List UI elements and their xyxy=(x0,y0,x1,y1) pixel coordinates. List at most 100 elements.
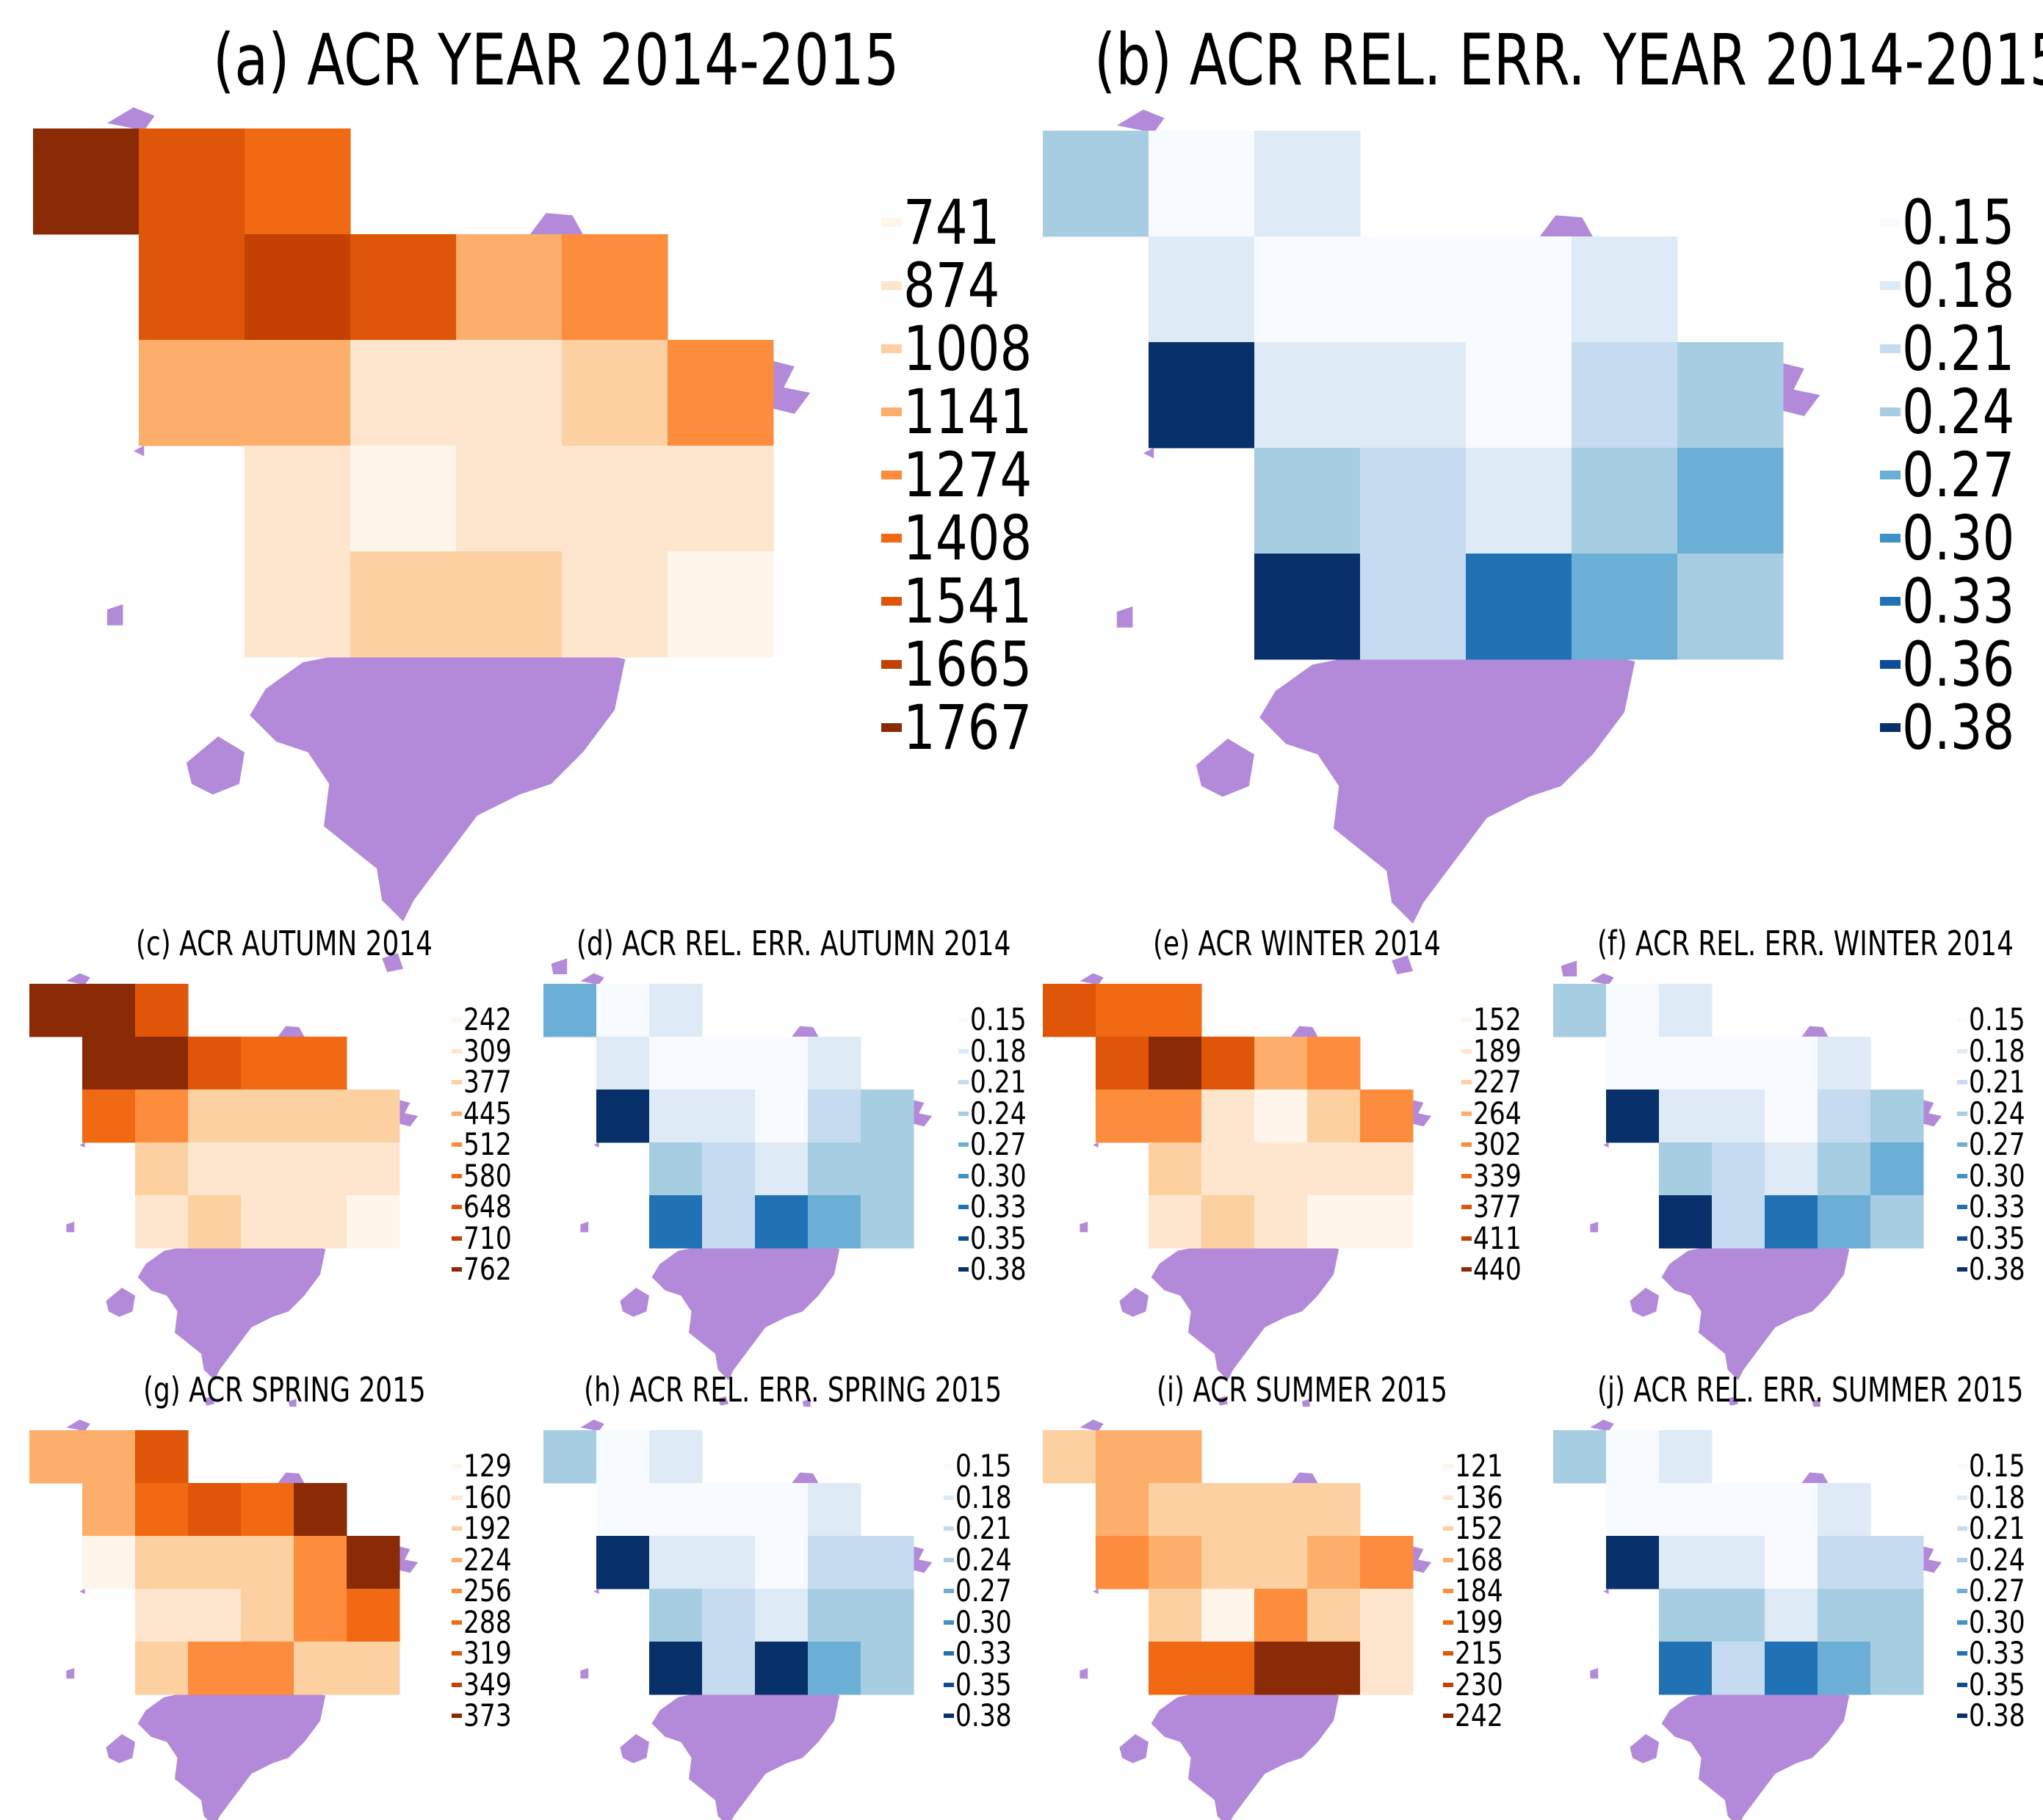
legend-item: 189 xyxy=(1461,1035,1532,1067)
legend-label: 302 xyxy=(1473,1126,1522,1162)
legend-item: 0.15 xyxy=(1957,1004,2038,1036)
legend-item: 0.24 xyxy=(1880,380,2039,443)
grid-cell xyxy=(1659,1090,1713,1143)
legend-swatch xyxy=(1443,1526,1453,1531)
legend-item: 0.18 xyxy=(944,1482,1024,1514)
grid-cell xyxy=(1765,1483,1818,1537)
legend-label: 0.24 xyxy=(1902,376,2015,448)
land-shape xyxy=(1392,955,1413,975)
legend-swatch xyxy=(958,1080,969,1085)
grid-cell xyxy=(241,1090,294,1143)
grid-cell xyxy=(82,1483,136,1537)
legend-item: 373 xyxy=(452,1700,522,1732)
legend-swatch xyxy=(1443,1682,1453,1687)
legend-item: 0.38 xyxy=(944,1700,1024,1732)
grid-cell xyxy=(1043,984,1096,1037)
panel-title: (h) ACR REL. ERR. SPRING 2015 xyxy=(584,1370,1002,1410)
grid-cell xyxy=(1659,1195,1713,1249)
legend-label: 0.30 xyxy=(970,1157,1027,1194)
land-shape xyxy=(1630,1288,1659,1317)
legend-item: 199 xyxy=(1443,1603,1514,1640)
legend-item: 0.30 xyxy=(944,1606,1024,1639)
grid-cell xyxy=(649,1430,703,1484)
grid-cell xyxy=(188,1536,242,1589)
panel-title: (j) ACR REL. ERR. SUMMER 2015 xyxy=(1597,1370,2024,1410)
land-shape xyxy=(1603,1142,1609,1148)
legend-item: 0.27 xyxy=(944,1575,1024,1607)
grid-cell xyxy=(1149,1536,1202,1589)
legend-label: 0.18 xyxy=(970,1032,1027,1069)
map-j xyxy=(1553,1419,1942,1820)
grid-cell xyxy=(1201,1090,1255,1143)
grid-cell xyxy=(1149,1642,1202,1695)
legend-swatch xyxy=(1880,471,1901,479)
legend-swatch xyxy=(881,597,902,606)
grid-cell xyxy=(702,1142,756,1196)
land-shape xyxy=(593,1142,599,1148)
land-shape xyxy=(106,1734,135,1763)
legend-label: 230 xyxy=(1455,1666,1503,1703)
grid-cell xyxy=(245,446,351,552)
legend-swatch xyxy=(1957,1495,1967,1500)
grid-cell xyxy=(135,1037,189,1090)
grid-cell xyxy=(241,1142,294,1196)
legend-label: 411 xyxy=(1473,1219,1522,1256)
grid-cell xyxy=(1572,236,1678,343)
legend-item: 152 xyxy=(1461,1004,1532,1036)
legend-swatch xyxy=(881,660,902,669)
grid-cell xyxy=(755,1037,809,1090)
legend-item: 0.27 xyxy=(1957,1128,2038,1161)
legend-label: 440 xyxy=(1473,1251,1522,1287)
grid-cell xyxy=(649,1195,703,1249)
legend-item: 160 xyxy=(452,1482,522,1514)
grid-cell xyxy=(294,1195,347,1249)
grid-cell xyxy=(1254,131,1361,237)
land-shape xyxy=(106,604,123,626)
legend-item: 0.15 xyxy=(958,1004,1039,1036)
legend-swatch xyxy=(1957,1018,1967,1023)
legend-swatch xyxy=(452,1526,462,1531)
grid-cell xyxy=(1043,1430,1096,1484)
grid-cell xyxy=(82,1090,136,1143)
grid-cell xyxy=(861,1142,914,1196)
legend-item: 0.18 xyxy=(958,1032,1039,1069)
panel-title: (b) ACR REL. ERR. YEAR 2014-2015 xyxy=(1094,19,2043,101)
land-shape xyxy=(1539,215,1593,236)
grid-cell xyxy=(1360,1142,1414,1196)
legend-item: 0.33 xyxy=(958,1191,1039,1223)
grid-cell xyxy=(1307,1536,1361,1589)
legend-item: 0.30 xyxy=(1957,1606,2038,1639)
grid-cell xyxy=(702,1642,756,1695)
panel-a: (a) ACR YEAR 2014-2015 741 874 1008 1141 1274… xyxy=(29,21,1032,974)
legend-label: 0.38 xyxy=(955,1697,1012,1733)
land-shape xyxy=(1116,606,1133,628)
grid-cell xyxy=(1254,342,1361,449)
legend-label: 224 xyxy=(463,1541,512,1578)
legend-item: 1274 xyxy=(881,443,1060,507)
legend-item: 0.15 xyxy=(1957,1450,2038,1482)
grid-cell xyxy=(808,1037,861,1090)
legend-swatch xyxy=(1957,1111,1967,1116)
land-shape xyxy=(1291,1026,1318,1037)
legend-swatch xyxy=(1957,1682,1967,1687)
land-shape xyxy=(1080,1419,1104,1432)
legend-label: 199 xyxy=(1455,1603,1503,1640)
legend-swatch xyxy=(1880,660,1901,669)
legend-swatch xyxy=(881,281,902,290)
grid-cell xyxy=(1254,1037,1308,1090)
legend-item: 129 xyxy=(452,1450,522,1482)
legend-item: 580 xyxy=(452,1160,522,1192)
land-shape xyxy=(1661,1689,1850,1820)
legend-swatch xyxy=(452,1464,462,1469)
legend-swatch xyxy=(452,1080,462,1085)
grid-cell xyxy=(1149,131,1255,237)
grid-cell xyxy=(1466,342,1572,449)
land-shape xyxy=(651,1242,840,1380)
legend-item: 0.21 xyxy=(1957,1512,2038,1545)
legend-swatch xyxy=(1880,344,1901,353)
grid-cell xyxy=(1149,1430,1202,1484)
land-shape xyxy=(1590,1222,1599,1233)
land-shape xyxy=(278,1026,305,1037)
legend-swatch xyxy=(452,1589,462,1594)
grid-cell xyxy=(188,1642,242,1695)
